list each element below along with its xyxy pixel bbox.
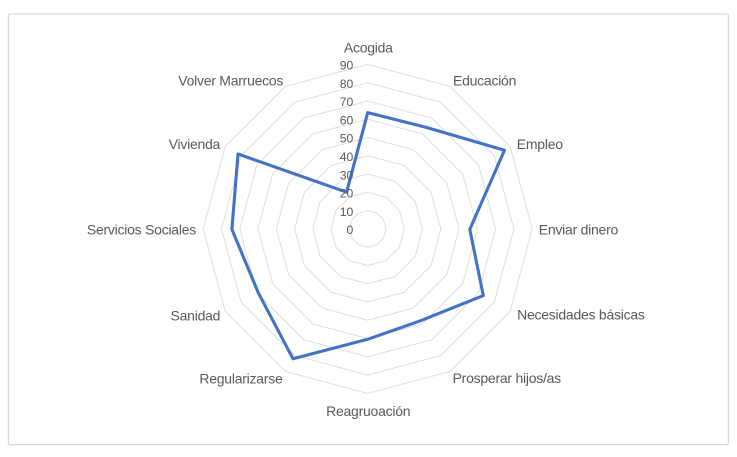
- svg-text:80: 80: [340, 77, 354, 91]
- svg-text:60: 60: [340, 113, 354, 127]
- svg-text:Prosperar hijos/as: Prosperar hijos/as: [453, 370, 562, 386]
- svg-text:20: 20: [340, 187, 354, 201]
- svg-text:Necesidades básicas: Necesidades básicas: [517, 307, 645, 323]
- svg-text:0: 0: [347, 223, 354, 237]
- svg-text:50: 50: [340, 132, 354, 146]
- svg-text:Empleo: Empleo: [517, 136, 563, 152]
- svg-text:40: 40: [340, 150, 354, 164]
- svg-text:Sanidad: Sanidad: [171, 308, 221, 324]
- svg-text:Acogida: Acogida: [344, 40, 393, 56]
- svg-text:Vivienda: Vivienda: [169, 136, 221, 152]
- svg-text:Educación: Educación: [453, 73, 516, 89]
- svg-text:Volver Marruecos: Volver Marruecos: [178, 72, 283, 88]
- svg-text:Reagruoación: Reagruoación: [326, 403, 410, 419]
- svg-text:Regularizarse: Regularizarse: [199, 370, 283, 386]
- svg-text:90: 90: [340, 59, 354, 73]
- svg-text:70: 70: [340, 95, 354, 109]
- svg-text:30: 30: [340, 168, 354, 182]
- svg-text:10: 10: [340, 205, 354, 219]
- svg-text:Enviar dinero: Enviar dinero: [539, 221, 619, 237]
- svg-text:Servicios Sociales: Servicios Sociales: [87, 222, 196, 238]
